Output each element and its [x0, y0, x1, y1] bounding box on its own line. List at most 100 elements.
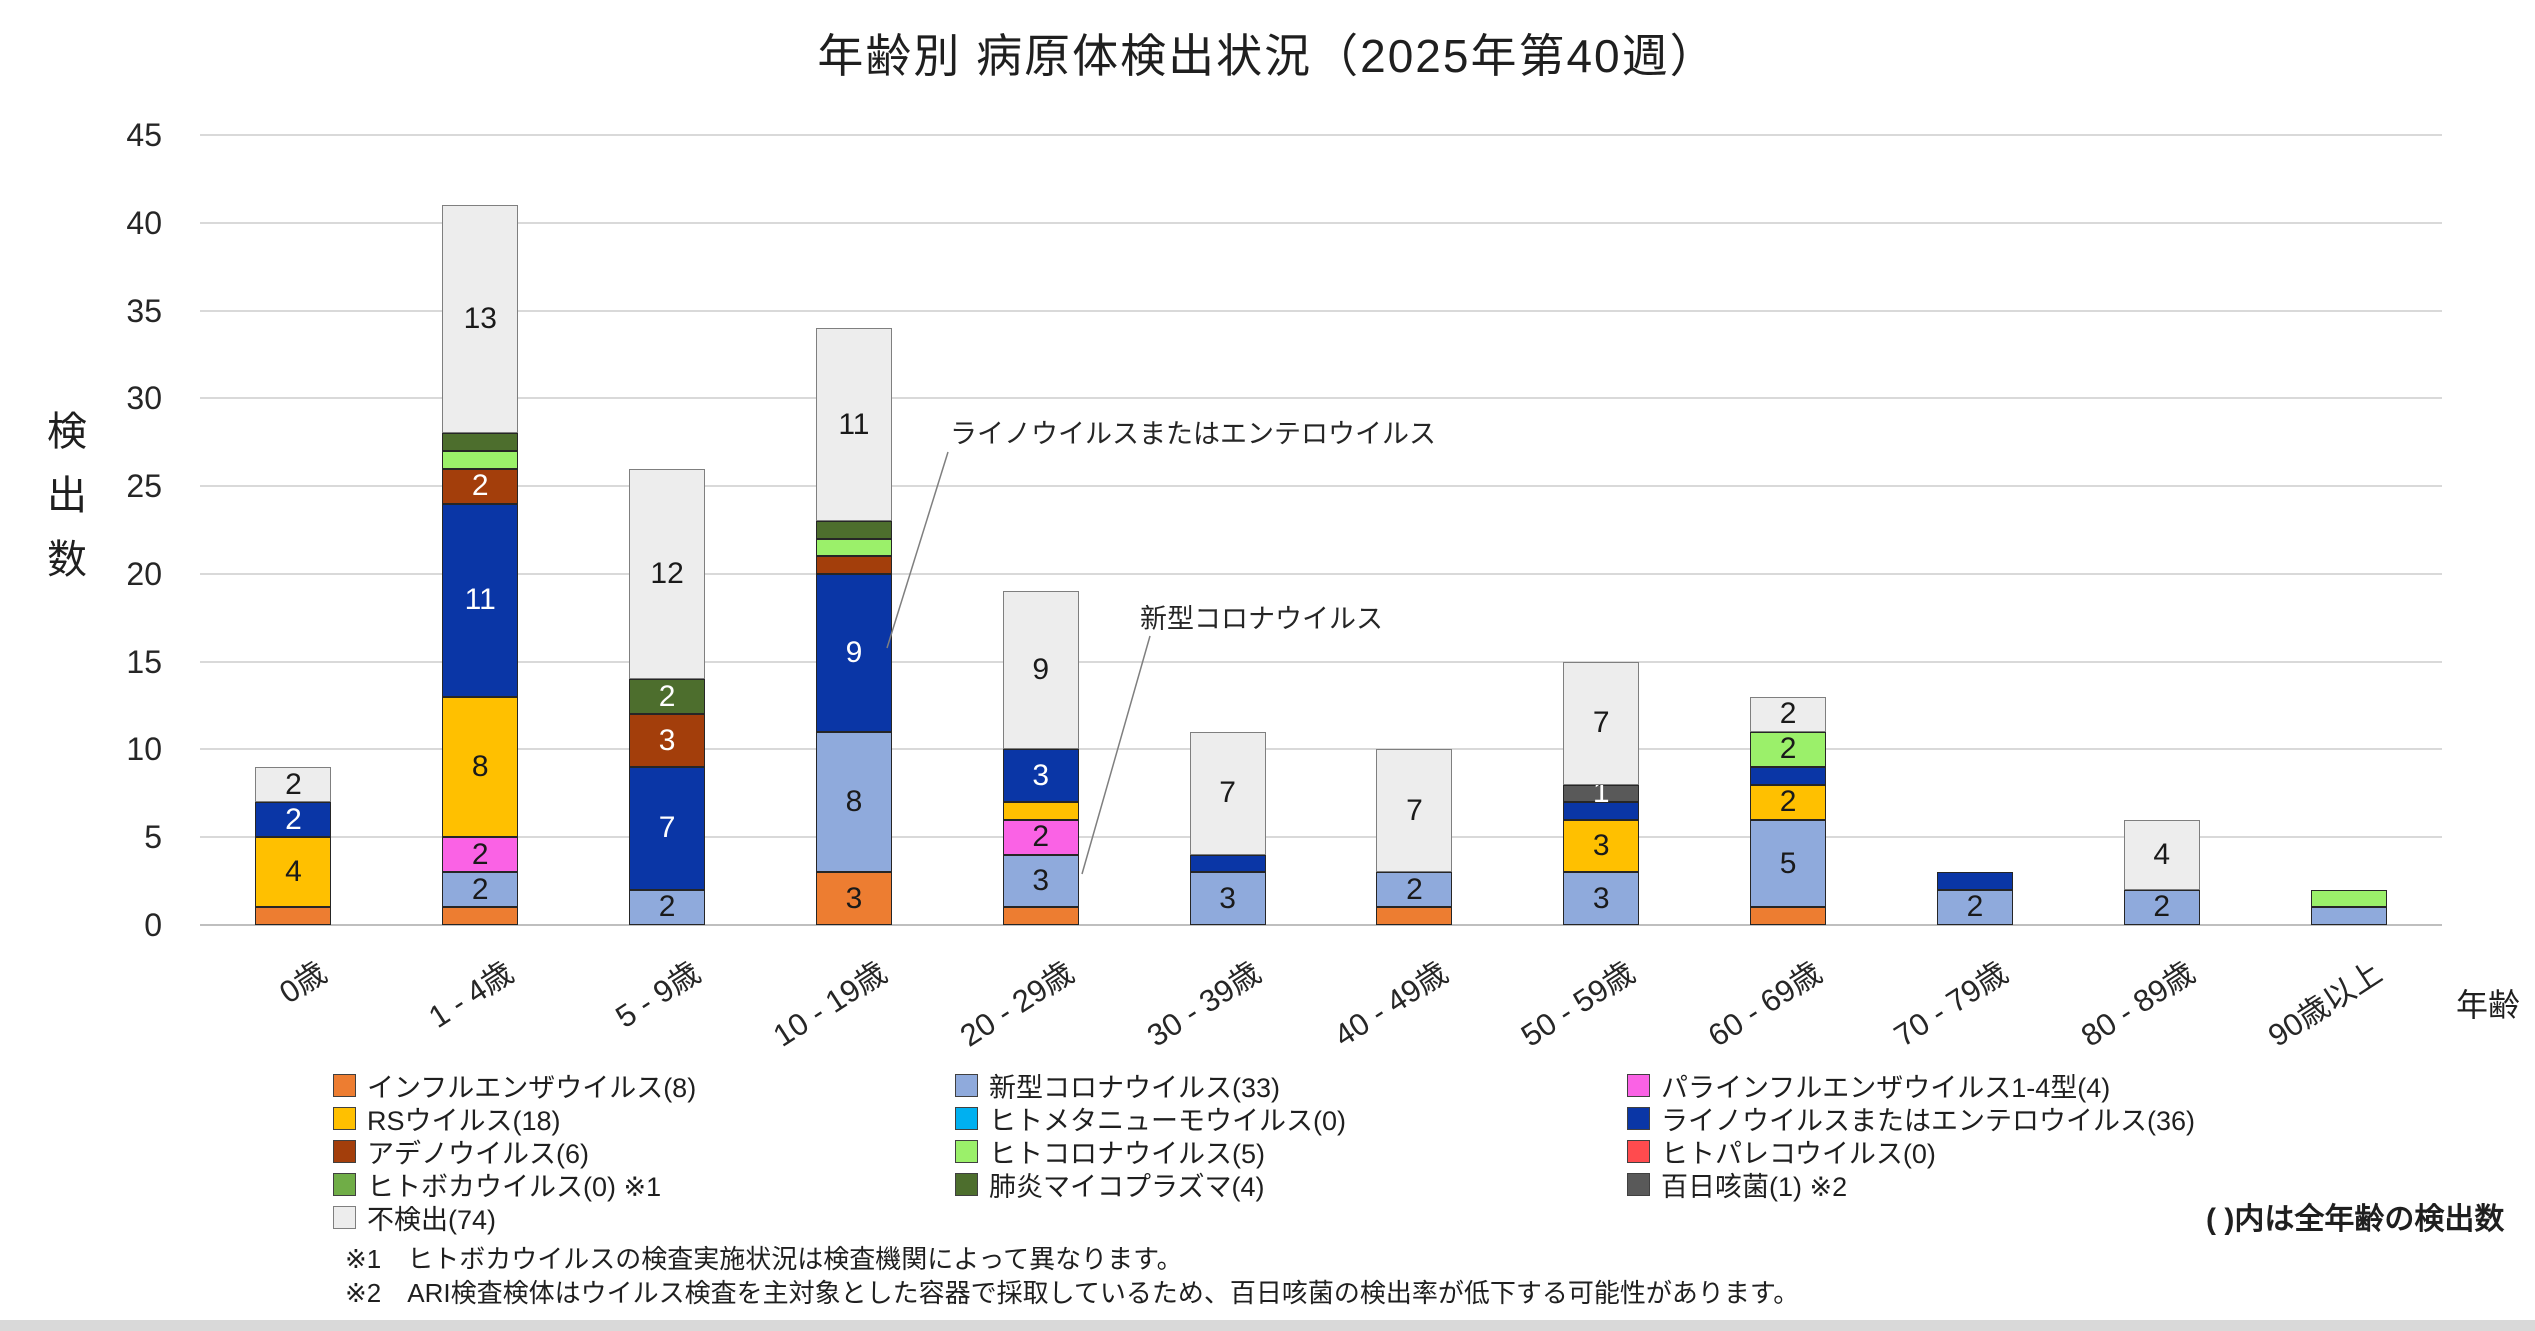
legend-swatch: [955, 1074, 978, 1097]
bar-segment-label: 2: [1779, 732, 1797, 766]
legend-label: 不検出(74): [367, 1205, 497, 1235]
y-tick-label-10: 10: [126, 731, 162, 768]
legend-swatch: [333, 1074, 356, 1097]
footnote-1: ※1 ヒトボカウイルスの検査実施状況は検査機関によって異なります。: [345, 1242, 1799, 1276]
legend-label: ライノウイルスまたはエンテロウイルス(36): [1661, 1106, 2196, 1136]
bar-segment-label: 9: [845, 635, 863, 669]
bar-segment-label: 8: [845, 785, 863, 819]
bar-segment: [1189, 854, 1266, 873]
gridline-35: [200, 309, 2442, 312]
legend-item: ヒトパレコウイルス(0): [1627, 1132, 1936, 1171]
bar-segment-label: 11: [838, 407, 870, 441]
y-tick-label-35: 35: [126, 292, 162, 329]
bar-segment-label: 1: [1592, 776, 1610, 810]
bar-segment: 7: [1189, 731, 1266, 855]
bar-segment: [442, 907, 519, 925]
legend-label: ヒトボカウイルス(0) ※1: [367, 1172, 662, 1202]
bar-segment-label: 8: [471, 749, 489, 783]
bar-segment-label: 2: [1032, 820, 1050, 854]
bar-segment-label: 2: [471, 837, 489, 871]
bar-segment-label: 2: [658, 890, 676, 924]
legend-item: ライノウイルスまたはエンテロウイルス(36): [1627, 1099, 2195, 1138]
bar-segment: [442, 451, 519, 469]
bar-segment-label: 3: [1592, 881, 1610, 915]
bottom-edge-strip: [0, 1320, 2535, 1331]
bar-segment: [1750, 767, 1827, 785]
bar-segment: 2: [1750, 731, 1827, 767]
legend-swatch: [955, 1140, 978, 1163]
legend-item: 不検出(74): [333, 1198, 496, 1237]
y-tick-label-25: 25: [126, 468, 162, 505]
annotation-covid-label: 新型コロナウイルス: [1140, 604, 1383, 634]
legend-label: パラインフルエンザウイルス1-4型(4): [1661, 1073, 2111, 1103]
bar-segment: 2: [2123, 889, 2200, 925]
bar-segment-label: 2: [1779, 785, 1797, 819]
y-tick-label-20: 20: [126, 555, 162, 592]
bar-segment-label: 7: [1219, 776, 1236, 810]
bar-segment: [2310, 889, 2387, 908]
legend-item: アデノウイルス(6): [333, 1132, 589, 1171]
legend-item: 百日咳菌(1) ※2: [1627, 1165, 1847, 1204]
bar-segment-label: 4: [2153, 837, 2171, 871]
gridline-15: [200, 660, 2442, 663]
bar-segment: 2: [442, 468, 519, 504]
legend-swatch: [333, 1206, 356, 1229]
legend-swatch: [1627, 1173, 1650, 1196]
unit-note: ( )内は全年齢の検出数: [2206, 1203, 2505, 1236]
bar-segment-label: 13: [463, 302, 497, 336]
bar-segment: 11: [815, 328, 892, 522]
y-tick-label-0: 0: [144, 907, 162, 943]
bar-segment: 1: [1563, 778, 1640, 808]
legend-swatch: [1627, 1140, 1650, 1163]
bar-segment-label: 4: [285, 855, 302, 889]
bar-segment: 9: [1002, 591, 1079, 750]
legend-label: アデノウイルス(6): [367, 1139, 589, 1169]
leader-line-covid: [1081, 635, 1151, 875]
y-tick-label-15: 15: [126, 643, 162, 680]
bar-segment: 8: [442, 696, 519, 838]
bar-segment: 9: [815, 573, 892, 732]
y-tick-label-45: 45: [126, 117, 162, 153]
legend-swatch: [333, 1173, 356, 1196]
bar-segment-label: 3: [1592, 828, 1610, 862]
bar-segment: 2: [629, 679, 706, 715]
bar-segment-label: 2: [285, 802, 302, 836]
bar-segment: 3: [1002, 854, 1079, 908]
legend-swatch: [955, 1173, 978, 1196]
bar-segment-label: 2: [1406, 872, 1423, 906]
bar-segment-label: 3: [845, 881, 863, 915]
legend-swatch: [1627, 1107, 1650, 1130]
legend-swatch: [333, 1140, 356, 1163]
y-tick-label-30: 30: [126, 380, 162, 417]
bar-segment-label: 2: [471, 469, 489, 503]
bar-segment: [442, 433, 519, 451]
bar-segment-label: 3: [1032, 758, 1050, 792]
bar-segment-label: 7: [1592, 706, 1610, 740]
legend-item: 新型コロナウイルス(33): [955, 1066, 1280, 1105]
bar-segment: 13: [442, 205, 519, 434]
bar-segment: 11: [442, 503, 519, 697]
bar-segment: 2: [1376, 872, 1453, 908]
footnote-2-marker: ※2: [345, 1278, 382, 1308]
bar-segment: 2: [1002, 819, 1079, 855]
bar-segment: 2: [1750, 696, 1827, 732]
bar-segment: [2310, 907, 2387, 925]
legend-item: インフルエンザウイルス(8): [333, 1066, 696, 1105]
bar-segment: 2: [442, 872, 519, 908]
x-axis-title: 年齢: [2456, 987, 2521, 1023]
bar-segment-label: 12: [650, 556, 684, 590]
bar-segment: 12: [629, 468, 706, 680]
legend-swatch: [955, 1107, 978, 1130]
y-axis-title: 検出数: [41, 410, 85, 602]
legend-swatch: [1627, 1074, 1650, 1097]
bar-segment: [1750, 907, 1827, 925]
bar-segment: 3: [815, 872, 892, 925]
bar-segment: [1563, 802, 1640, 820]
legend-item: パラインフルエンザウイルス1-4型(4): [1627, 1066, 2110, 1105]
footnote-2: ※2 ARI検査検体はウイルス検査を主対象とした容器で採取しているため、百日咳菌…: [345, 1276, 1799, 1310]
bar-segment: 3: [1563, 819, 1640, 873]
gridline-20: [200, 572, 2442, 575]
bar-segment: 7: [1376, 749, 1453, 873]
gridline-0: [200, 924, 2442, 926]
